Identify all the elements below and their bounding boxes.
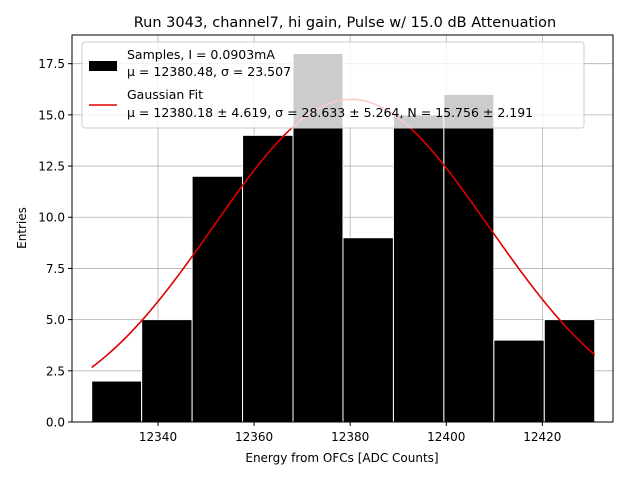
histogram-bar bbox=[242, 134, 294, 423]
x-tick-label: 12380 bbox=[331, 430, 369, 444]
plot-frame bbox=[71, 34, 614, 423]
y-tick-label: 7.5 bbox=[46, 262, 65, 276]
histogram-bar bbox=[141, 319, 193, 423]
histogram-bar bbox=[91, 380, 143, 423]
y-tick-label: 17.5 bbox=[38, 57, 65, 71]
legend-histogram-stats: μ = 12380.48, σ = 23.507 bbox=[127, 64, 291, 79]
x-tick-label: 12340 bbox=[139, 430, 177, 444]
x-axis-label: Energy from OFCs [ADC Counts] bbox=[245, 451, 438, 465]
legend-fit-stats: μ = 12380.18 ± 4.619, σ = 28.633 ± 5.264… bbox=[127, 105, 533, 120]
histogram-bar bbox=[191, 175, 244, 423]
chart-title: Run 3043, channel7, hi gain, Pulse w/ 15… bbox=[134, 15, 557, 31]
y-axis-ticks: 0.0 2.5 5.0 7.5 10.0 12.5 15.0 17.5 bbox=[38, 57, 72, 430]
x-tick-label: 12420 bbox=[523, 430, 561, 444]
legend-box bbox=[81, 41, 585, 129]
histogram-bar bbox=[342, 237, 394, 423]
y-tick-label: 2.5 bbox=[46, 364, 65, 378]
histogram-bar bbox=[493, 339, 545, 423]
legend-histogram-swatch bbox=[89, 61, 117, 71]
legend-histogram-name: Samples, I = 0.0903mA bbox=[127, 47, 275, 62]
legend-fit-name: Gaussian Fit bbox=[127, 87, 203, 102]
y-tick-label: 12.5 bbox=[38, 160, 65, 174]
y-tick-label: 10.0 bbox=[38, 211, 65, 225]
x-tick-label: 12360 bbox=[235, 430, 273, 444]
histogram-bar bbox=[543, 319, 596, 423]
y-tick-label: 0.0 bbox=[46, 416, 65, 430]
y-axis-label: Entries bbox=[15, 207, 29, 249]
x-tick-label: 12400 bbox=[427, 430, 465, 444]
x-axis-ticks: 12340 12360 12380 12400 12420 bbox=[139, 422, 561, 444]
y-tick-label: 5.0 bbox=[46, 313, 65, 327]
histogram-bar bbox=[443, 93, 495, 423]
legend: Samples, I = 0.0903mA μ = 12380.48, σ = … bbox=[81, 41, 585, 129]
histogram-bar bbox=[392, 114, 445, 423]
y-tick-label: 15.0 bbox=[38, 108, 65, 122]
